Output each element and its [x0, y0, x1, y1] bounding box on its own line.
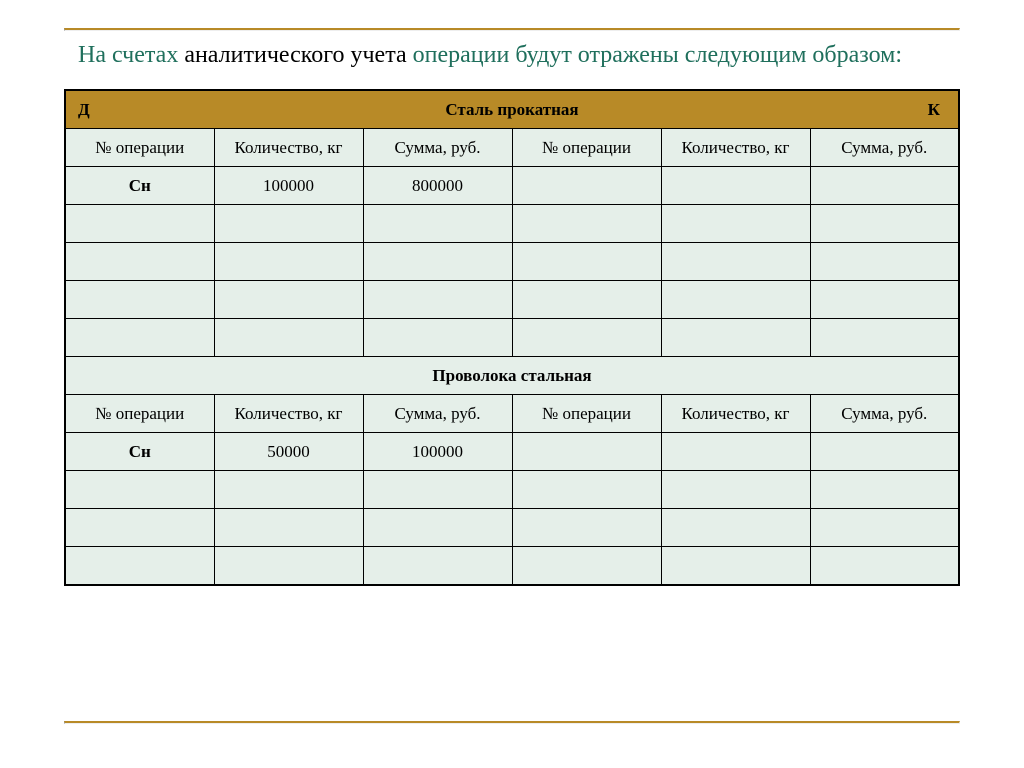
cell	[363, 471, 512, 509]
cell: Сн	[65, 433, 214, 471]
cell	[512, 167, 661, 205]
table-row	[65, 243, 959, 281]
section1-title: Сталь прокатная	[445, 100, 578, 120]
cell	[661, 281, 810, 319]
section2-title: Проволока стальная	[432, 366, 591, 385]
colhdr-c1: № операции	[65, 395, 214, 433]
colhdr-c3: Сумма, руб.	[363, 129, 512, 167]
slide: На счетах аналитического учета операции …	[0, 0, 1024, 768]
cell: 100000	[363, 433, 512, 471]
colhdr-c5: Количество, кг	[661, 129, 810, 167]
cell	[214, 281, 363, 319]
cell	[810, 243, 959, 281]
cell	[810, 433, 959, 471]
cell	[65, 205, 214, 243]
cell	[661, 509, 810, 547]
title-seg-black: аналитического учета	[184, 42, 406, 68]
table-row	[65, 547, 959, 586]
cell	[363, 319, 512, 357]
cell: 800000	[363, 167, 512, 205]
cell	[214, 509, 363, 547]
cell	[65, 319, 214, 357]
section1-title-row: Д Сталь прокатная К	[65, 90, 959, 129]
colhdr-c6: Сумма, руб.	[810, 129, 959, 167]
cell	[214, 547, 363, 586]
section2-title-cell: Проволока стальная	[65, 357, 959, 395]
cell: 50000	[214, 433, 363, 471]
cell	[512, 509, 661, 547]
cell	[512, 205, 661, 243]
cell	[512, 243, 661, 281]
cell	[65, 243, 214, 281]
section1-title-cell: Д Сталь прокатная К	[65, 90, 959, 129]
colhdr-c6: Сумма, руб.	[810, 395, 959, 433]
cell	[363, 243, 512, 281]
cell	[512, 319, 661, 357]
cell	[810, 167, 959, 205]
cell	[65, 547, 214, 586]
cell	[661, 167, 810, 205]
cell	[661, 471, 810, 509]
page-title: На счетах аналитического учета операции …	[78, 39, 960, 71]
colhdr-c3: Сумма, руб.	[363, 395, 512, 433]
cell	[512, 471, 661, 509]
title-seg-accent1: На счетах	[78, 42, 184, 68]
cell	[661, 433, 810, 471]
cell: 100000	[214, 167, 363, 205]
table-row: Сн 50000 100000	[65, 433, 959, 471]
cell	[65, 509, 214, 547]
title-seg-accent2: операции будут отражены следующим образо…	[407, 42, 902, 68]
cell	[810, 509, 959, 547]
credit-label: К	[928, 100, 940, 120]
cell	[661, 319, 810, 357]
cell	[363, 281, 512, 319]
debit-label: Д	[78, 100, 90, 120]
cell	[810, 547, 959, 586]
cell	[214, 205, 363, 243]
cell	[65, 281, 214, 319]
cell: Сн	[65, 167, 214, 205]
colhdr-c1: № операции	[65, 129, 214, 167]
cell	[214, 243, 363, 281]
top-rule	[64, 28, 960, 31]
section2-colhdr-row: № операции Количество, кг Сумма, руб. № …	[65, 395, 959, 433]
ledger-table: Д Сталь прокатная К № операции Количеств…	[64, 89, 960, 586]
colhdr-c5: Количество, кг	[661, 395, 810, 433]
table-row	[65, 205, 959, 243]
cell	[512, 547, 661, 586]
section2-title-row: Проволока стальная	[65, 357, 959, 395]
bottom-rule	[64, 721, 960, 724]
cell	[512, 281, 661, 319]
cell	[214, 319, 363, 357]
cell	[65, 471, 214, 509]
colhdr-c4: № операции	[512, 129, 661, 167]
cell	[810, 471, 959, 509]
cell	[810, 205, 959, 243]
table-row	[65, 319, 959, 357]
colhdr-c4: № операции	[512, 395, 661, 433]
cell	[661, 547, 810, 586]
cell	[363, 547, 512, 586]
cell	[661, 243, 810, 281]
cell	[810, 281, 959, 319]
table-row	[65, 509, 959, 547]
cell	[214, 471, 363, 509]
cell	[810, 319, 959, 357]
table-row: Сн 100000 800000	[65, 167, 959, 205]
cell	[661, 205, 810, 243]
colhdr-c2: Количество, кг	[214, 129, 363, 167]
cell	[512, 433, 661, 471]
colhdr-c2: Количество, кг	[214, 395, 363, 433]
cell	[363, 205, 512, 243]
cell	[363, 509, 512, 547]
table-row	[65, 281, 959, 319]
section1-colhdr-row: № операции Количество, кг Сумма, руб. № …	[65, 129, 959, 167]
table-row	[65, 471, 959, 509]
